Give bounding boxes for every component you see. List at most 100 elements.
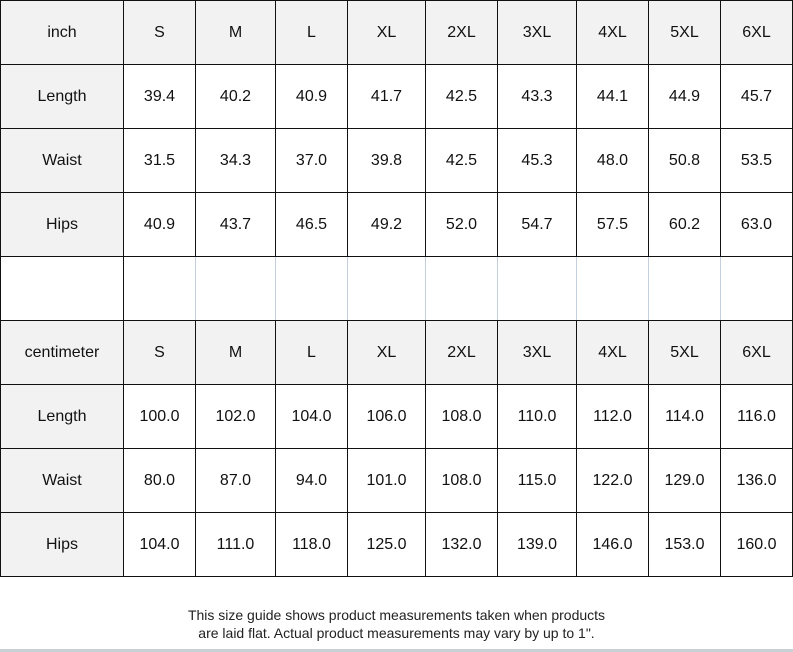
size-header: 6XL — [720, 320, 793, 385]
size-header: 3XL — [497, 0, 577, 65]
measurement-value: 118.0 — [275, 512, 348, 577]
measurement-value: 122.0 — [576, 448, 649, 513]
empty-cell — [576, 256, 649, 321]
measurement-label: Waist — [0, 128, 124, 193]
note-line-1: This size guide shows product measuremen… — [187, 607, 606, 623]
measurement-value: 45.7 — [720, 64, 793, 129]
measurement-value: 40.9 — [275, 64, 348, 129]
measurement-value: 53.5 — [720, 128, 793, 193]
measurement-value: 112.0 — [576, 384, 649, 449]
table-row: Length 39.4 40.2 40.9 41.7 42.5 43.3 44.1 44.9 45… — [0, 64, 793, 129]
measurement-value: 42.5 — [425, 64, 498, 129]
measurement-value: 106.0 — [347, 384, 426, 449]
measurement-value: 136.0 — [720, 448, 793, 513]
size-header: 4XL — [576, 0, 649, 65]
measurement-value: 40.2 — [195, 64, 276, 129]
measurement-value: 87.0 — [195, 448, 276, 513]
measurement-value: 37.0 — [275, 128, 348, 193]
measurement-value: 146.0 — [576, 512, 649, 577]
measurement-value: 129.0 — [648, 448, 721, 513]
size-header: M — [195, 320, 276, 385]
measurement-value: 94.0 — [275, 448, 348, 513]
measurement-value: 44.9 — [648, 64, 721, 129]
measurement-value: 31.5 — [123, 128, 196, 193]
header-row: inch S M L XL 2XL 3XL 4XL 5XL 6XL — [0, 0, 793, 65]
empty-cell — [123, 256, 196, 321]
empty-cell — [195, 256, 276, 321]
measurement-value: 43.3 — [497, 64, 577, 129]
table-row: Waist 80.0 87.0 94.0 101.0 108.0 115.0 122.0 129… — [0, 448, 793, 513]
measurement-label: Length — [0, 384, 124, 449]
size-header: 4XL — [576, 320, 649, 385]
size-header: XL — [347, 0, 426, 65]
measurement-label: Hips — [0, 192, 124, 257]
measurement-value: 108.0 — [425, 384, 498, 449]
measurement-value: 115.0 — [497, 448, 577, 513]
measurement-value: 111.0 — [195, 512, 276, 577]
measurement-value: 45.3 — [497, 128, 577, 193]
empty-cell — [720, 256, 793, 321]
measurement-value: 40.9 — [123, 192, 196, 257]
measurement-value: 153.0 — [648, 512, 721, 577]
size-header: 2XL — [425, 0, 498, 65]
size-header: L — [275, 0, 348, 65]
measurement-value: 57.5 — [576, 192, 649, 257]
measurement-label: Waist — [0, 448, 124, 513]
size-header: S — [123, 0, 196, 65]
header-row: centimeter S M L XL 2XL 3XL 4XL 5XL 6XL — [0, 320, 793, 385]
empty-cell — [347, 256, 426, 321]
measurement-value: 39.8 — [347, 128, 426, 193]
unit-label: centimeter — [0, 320, 124, 385]
table-row: Waist 31.5 34.3 37.0 39.8 42.5 45.3 48.0 50.8 53.… — [0, 128, 793, 193]
size-header: XL — [347, 320, 426, 385]
measurement-value: 41.7 — [347, 64, 426, 129]
measurement-value: 39.4 — [123, 64, 196, 129]
measurement-label: Hips — [0, 512, 124, 577]
measurement-value: 54.7 — [497, 192, 577, 257]
measurement-value: 63.0 — [720, 192, 793, 257]
unit-label: inch — [0, 0, 124, 65]
size-chart-table: inch S M L XL 2XL 3XL 4XL 5XL 6XL Length 39.4 40.2 40… — [0, 0, 793, 577]
size-guide-note: This size guide shows product measuremen… — [0, 596, 793, 650]
measurement-value: 101.0 — [347, 448, 426, 513]
table-row: Hips 40.9 43.7 46.5 49.2 52.0 54.7 57.5 60.2 63.0 — [0, 192, 793, 257]
size-header: 5XL — [648, 0, 721, 65]
measurement-value: 104.0 — [275, 384, 348, 449]
size-header: L — [275, 320, 348, 385]
measurement-value: 43.7 — [195, 192, 276, 257]
measurement-value: 80.0 — [123, 448, 196, 513]
measurement-value: 125.0 — [347, 512, 426, 577]
measurement-value: 102.0 — [195, 384, 276, 449]
measurement-value: 52.0 — [425, 192, 498, 257]
table-row: Length 100.0 102.0 104.0 106.0 108.0 110.0 112.… — [0, 384, 793, 449]
empty-cell — [425, 256, 498, 321]
size-header: M — [195, 0, 276, 65]
measurement-value: 114.0 — [648, 384, 721, 449]
empty-cell — [0, 256, 124, 321]
empty-cell — [648, 256, 721, 321]
measurement-value: 110.0 — [497, 384, 577, 449]
measurement-value: 34.3 — [195, 128, 276, 193]
measurement-value: 48.0 — [576, 128, 649, 193]
spacer-row — [0, 256, 793, 321]
note-line-2: are laid flat. Actual product measuremen… — [198, 625, 595, 641]
measurement-value: 42.5 — [425, 128, 498, 193]
measurement-value: 116.0 — [720, 384, 793, 449]
measurement-label: Length — [0, 64, 124, 129]
measurement-value: 60.2 — [648, 192, 721, 257]
table-row: Hips 104.0 111.0 118.0 125.0 132.0 139.0 146.0 1… — [0, 512, 793, 577]
empty-cell — [275, 256, 348, 321]
measurement-value: 108.0 — [425, 448, 498, 513]
measurement-value: 49.2 — [347, 192, 426, 257]
measurement-value: 160.0 — [720, 512, 793, 577]
empty-cell — [497, 256, 577, 321]
size-header: S — [123, 320, 196, 385]
measurement-value: 132.0 — [425, 512, 498, 577]
measurement-value: 139.0 — [497, 512, 577, 577]
size-header: 2XL — [425, 320, 498, 385]
size-header: 6XL — [720, 0, 793, 65]
measurement-value: 104.0 — [123, 512, 196, 577]
size-header: 5XL — [648, 320, 721, 385]
measurement-value: 50.8 — [648, 128, 721, 193]
measurement-value: 46.5 — [275, 192, 348, 257]
